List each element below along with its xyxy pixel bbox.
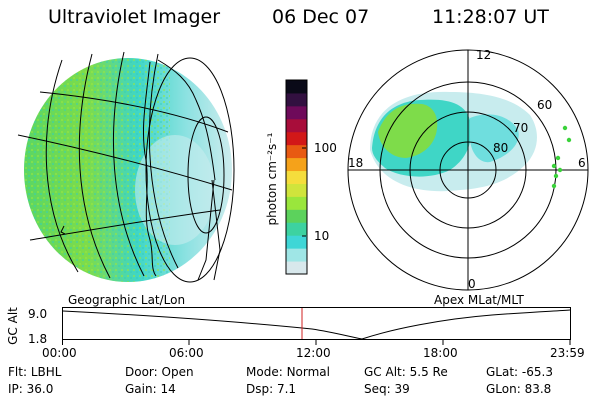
- geographic-image: [17, 51, 235, 283]
- colorbar-segment: [286, 196, 307, 210]
- colorbar-segment: [286, 209, 307, 223]
- polar-mlt-plot: [347, 49, 589, 291]
- colorbar-segment: [286, 118, 307, 133]
- time-tick-1200: 12:00: [296, 346, 331, 360]
- image-date: 06 Dec 07: [272, 6, 370, 28]
- mlat-label-60: 60: [537, 98, 553, 112]
- mlt-label-18: 18: [348, 156, 364, 170]
- time-tick-0600: 06:00: [169, 346, 204, 360]
- colorbar-segment: [286, 92, 307, 107]
- colorbar-segment: [286, 235, 307, 249]
- time-tick-1800: 18:00: [423, 346, 458, 360]
- mlt-label-0: 0: [468, 277, 476, 291]
- status-mode: Mode: Normal: [246, 365, 330, 379]
- colorbar-segment: [286, 157, 307, 172]
- colorbar-segment: [286, 131, 307, 146]
- time-tick-0000: 00:00: [42, 346, 77, 360]
- colorbar-segment: [286, 183, 307, 197]
- time-tick-2359: 23:59: [550, 346, 585, 360]
- status-filter: Flt: LBHL: [8, 365, 62, 379]
- status-gain: Gain: 14: [125, 382, 176, 396]
- status-dsp: Dsp: 7.1: [246, 382, 297, 396]
- colorbar-segment: [286, 261, 307, 275]
- colorbar-segment: [286, 144, 307, 159]
- status-seq: Seq: 39: [364, 382, 410, 396]
- colorbar: [285, 79, 308, 275]
- colorbar-segment: [286, 80, 307, 94]
- altitude-tick-low: 1.8: [28, 332, 48, 346]
- app-title: Ultraviolet Imager: [48, 6, 221, 28]
- status-ip: IP: 36.0: [8, 382, 54, 396]
- colorbar-segment: [286, 170, 307, 184]
- left-panel-caption: Geographic Lat/Lon: [68, 293, 186, 307]
- colorbar-tick-10: 10: [314, 229, 330, 243]
- status-gc-alt: GC Alt: 5.5 Re: [364, 365, 448, 379]
- mlat-label-70: 70: [513, 121, 529, 135]
- altitude-axis-label: GC Alt: [6, 307, 20, 345]
- colorbar-unit-label: photon cm⁻²s⁻¹: [265, 132, 279, 226]
- image-time: 11:28:07 UT: [432, 6, 549, 28]
- colorbar-segment: [286, 248, 307, 262]
- altitude-tick-high: 9.0: [28, 307, 48, 321]
- altitude-strip: [62, 307, 571, 345]
- colorbar-segment: [286, 222, 307, 236]
- status-glon: GLon: 83.8: [486, 382, 552, 396]
- mlat-label-80: 80: [493, 141, 509, 155]
- mlt-label-6: 6: [578, 156, 586, 170]
- colorbar-segment: [286, 105, 307, 120]
- right-panel-caption: Apex MLat/MLT: [434, 293, 524, 307]
- colorbar-tick-100: 100: [314, 141, 337, 155]
- status-door: Door: Open: [125, 365, 194, 379]
- status-glat: GLat: -65.3: [486, 365, 553, 379]
- mlt-label-12: 12: [476, 48, 492, 62]
